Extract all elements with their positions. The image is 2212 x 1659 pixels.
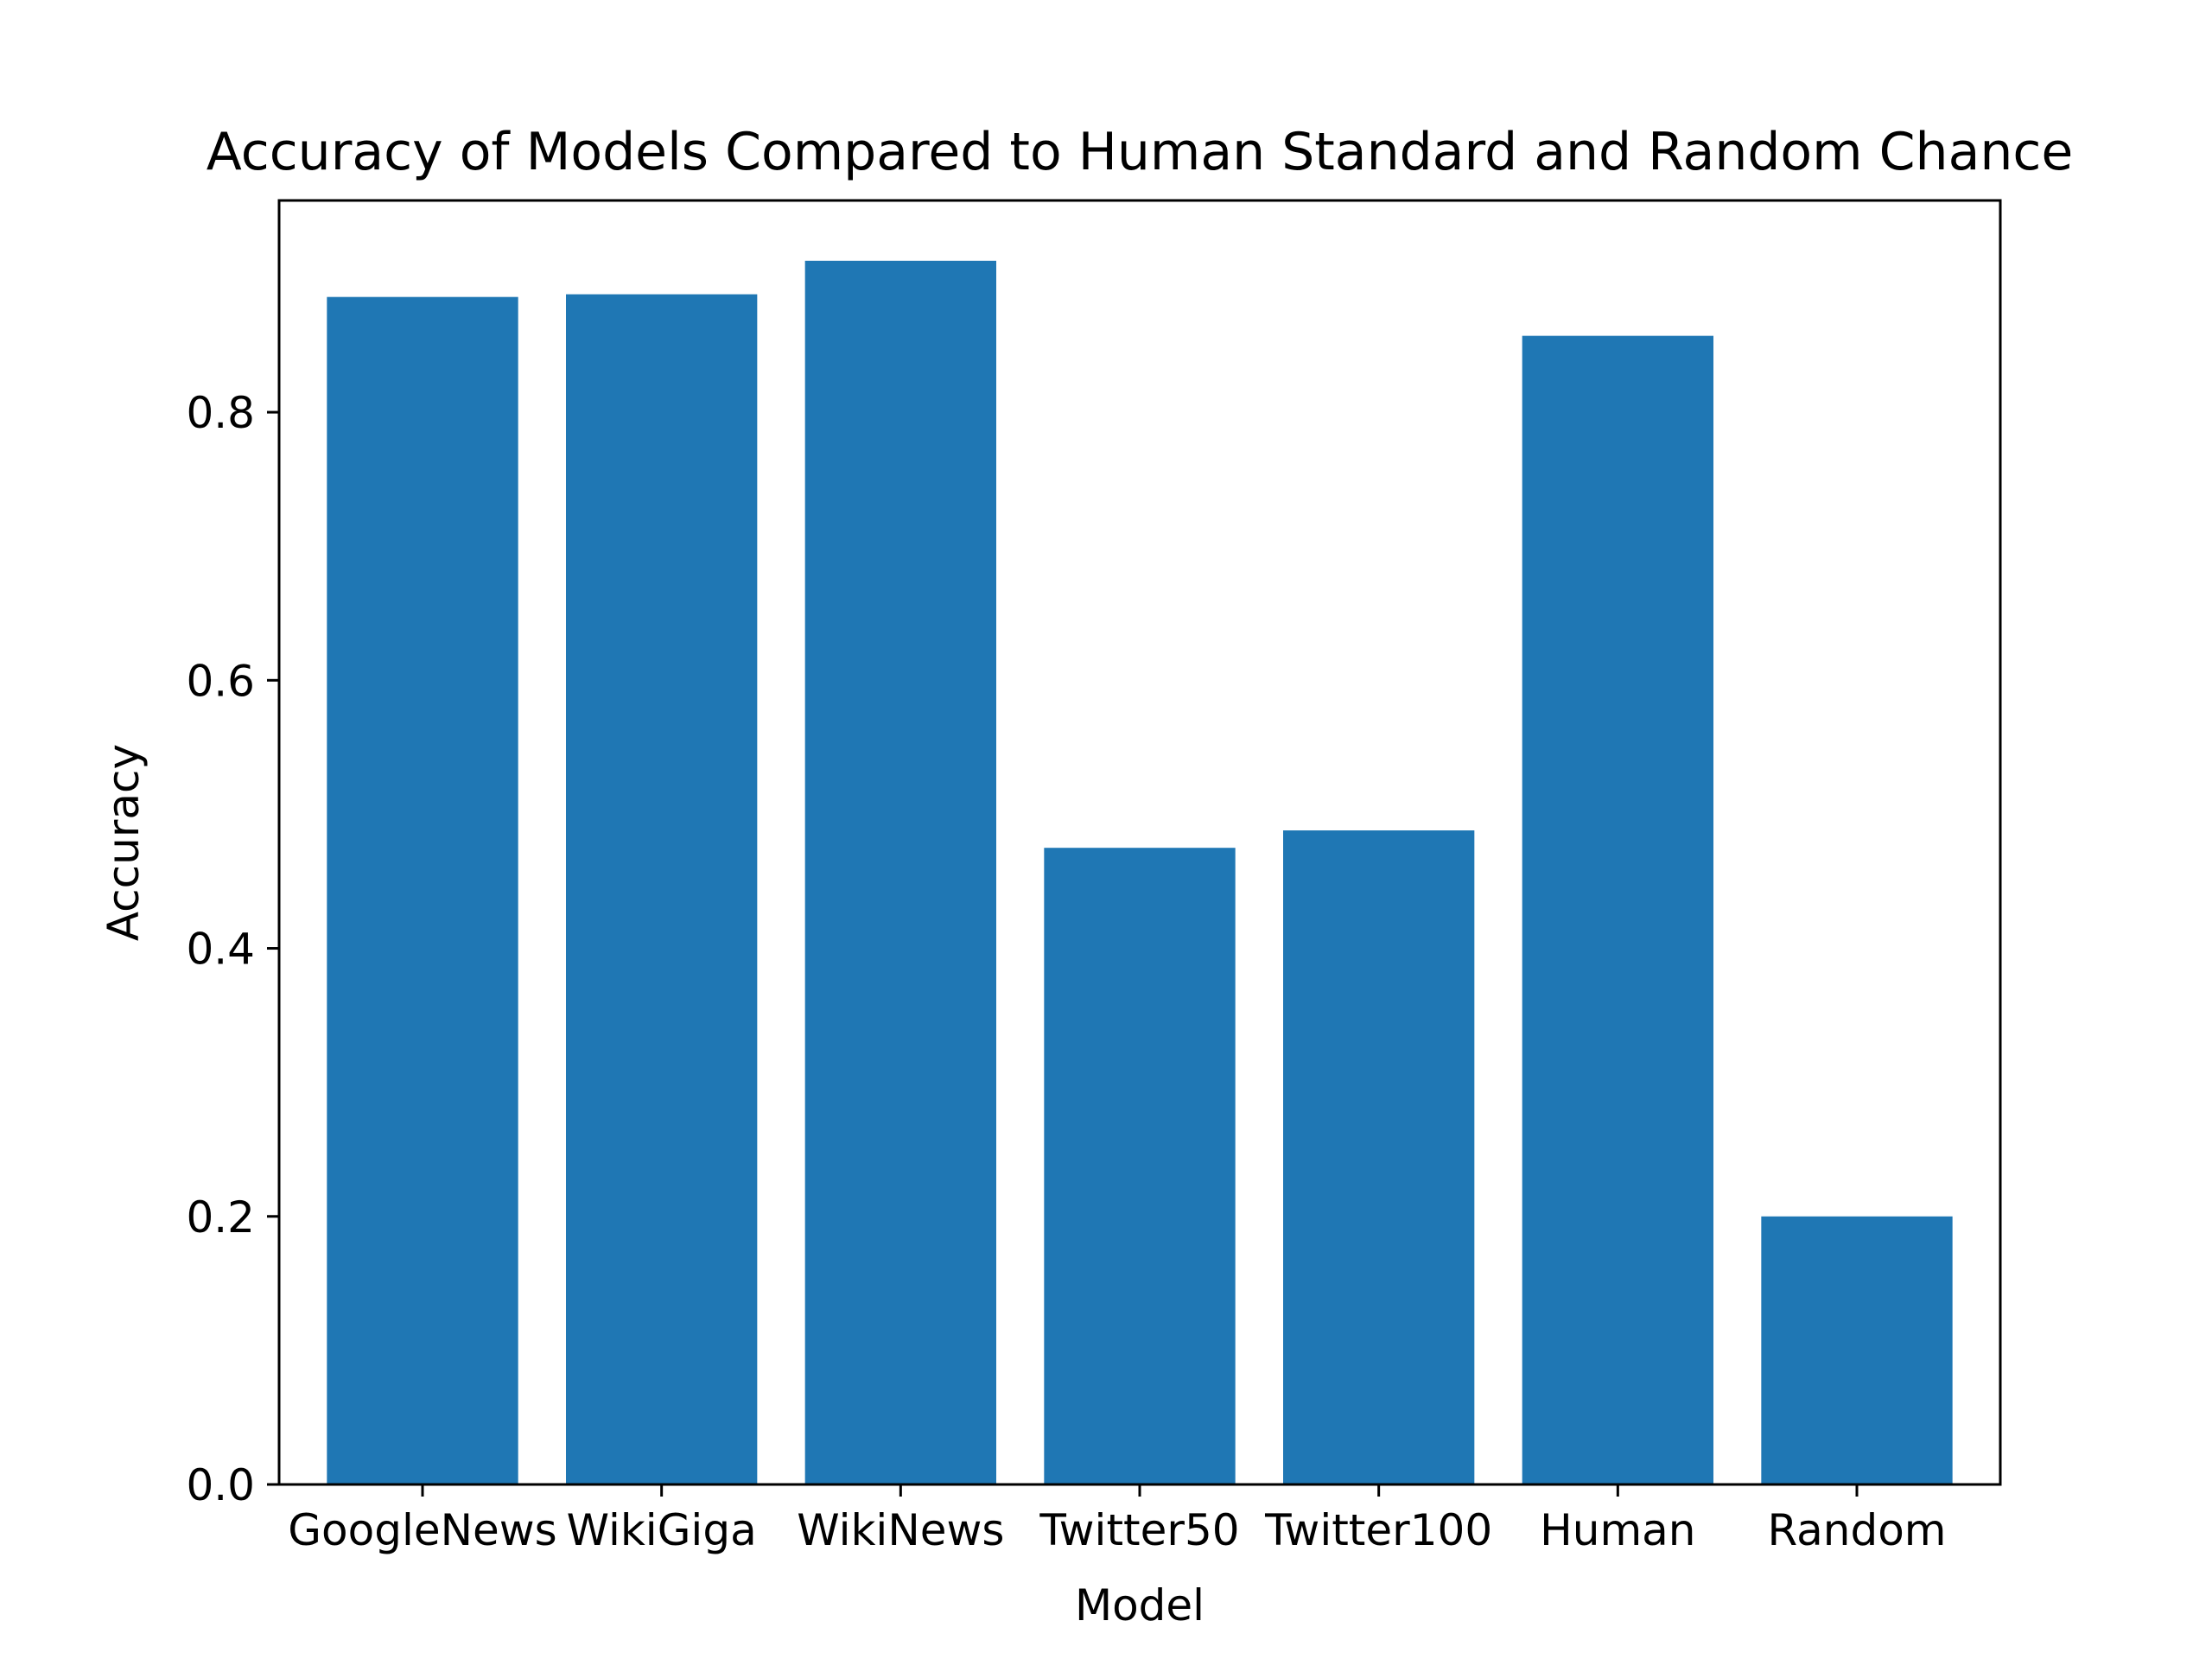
bars-layer — [327, 260, 1953, 1485]
chart-title: Accuracy of Models Compared to Human Sta… — [207, 122, 2074, 182]
plot-area-frame — [277, 199, 2002, 1486]
bar-googlenews — [327, 296, 518, 1485]
bar-twitter100 — [1283, 830, 1475, 1484]
y-tick-label: 0.6 — [186, 656, 255, 706]
y-tick-label: 0.8 — [186, 388, 255, 438]
x-tick-label: Human — [1540, 1505, 1695, 1555]
x-axis-label: Model — [1075, 1580, 1205, 1630]
y-tick-label: 0.4 — [186, 925, 255, 975]
y-axis-label: Accuracy — [99, 744, 149, 941]
bar-wikinews — [804, 260, 996, 1485]
bar-wikigiga — [566, 294, 758, 1485]
x-tick-label: WikiNews — [797, 1505, 1004, 1555]
x-tick-label: Random — [1767, 1505, 1946, 1555]
y-tick-label: 0.0 — [186, 1460, 255, 1510]
bar-random — [1761, 1216, 1953, 1484]
x-tick-label: Twitter100 — [1264, 1505, 1492, 1555]
ticks-layer: GoogleNews WikiGiga WikiNews Twitter50 Twitt… — [186, 388, 1946, 1555]
x-tick-label: WikiGiga — [567, 1505, 757, 1555]
x-tick-label: GoogleNews — [288, 1505, 556, 1555]
y-tick-label: 0.2 — [186, 1192, 255, 1243]
x-tick-label: Twitter50 — [1039, 1505, 1239, 1555]
bar-human — [1522, 335, 1713, 1484]
bar-twitter50 — [1044, 848, 1236, 1484]
